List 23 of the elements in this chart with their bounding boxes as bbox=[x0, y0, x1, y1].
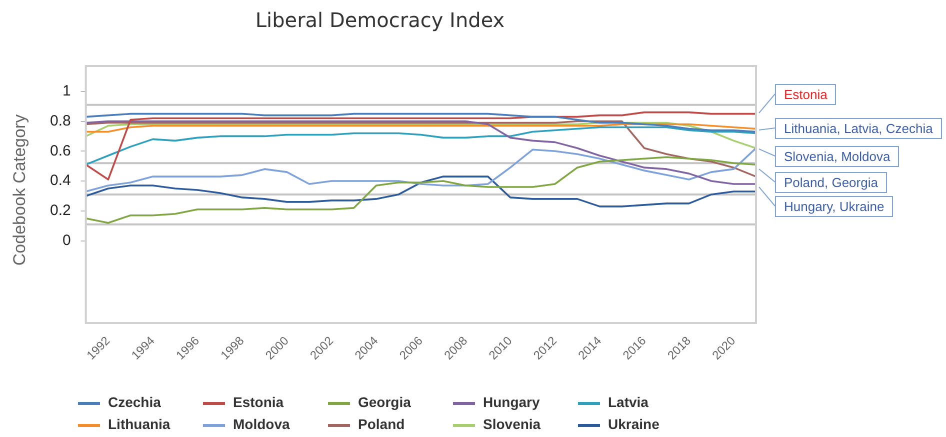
legend-label: Hungary bbox=[482, 394, 541, 410]
legend-label: Moldova bbox=[232, 416, 291, 432]
text: Hungary, Ukraine bbox=[775, 196, 894, 217]
text: Lithuania, Latvia, Czechia bbox=[775, 118, 942, 139]
y-tick-label: 0.2 bbox=[50, 202, 71, 220]
y-tick-label: 0.4 bbox=[50, 172, 71, 190]
legend-label: Georgia bbox=[357, 394, 412, 410]
y-tick-label: 0.8 bbox=[50, 112, 71, 130]
text: Slovenia, Moldova bbox=[775, 146, 900, 167]
chart-title: Liberal Democracy Index bbox=[254, 8, 506, 32]
legend-label: Poland bbox=[357, 416, 406, 432]
y-tick-label: 0.6 bbox=[50, 142, 71, 160]
legend-label: Estonia bbox=[232, 394, 285, 410]
text: Poland, Georgia bbox=[775, 172, 887, 193]
y-tick-label: 0 bbox=[62, 232, 71, 249]
y-axis-title: Codebook Category bbox=[10, 113, 30, 268]
y-tick-label: 1 bbox=[62, 82, 71, 100]
legend-label: Latvia bbox=[607, 394, 650, 410]
legend-label: Ukraine bbox=[607, 416, 660, 432]
text: Estonia bbox=[775, 84, 836, 105]
legend-label: Czechia bbox=[107, 394, 162, 410]
legend-label: Lithuania bbox=[107, 416, 172, 432]
legend-label: Slovenia bbox=[482, 416, 542, 432]
